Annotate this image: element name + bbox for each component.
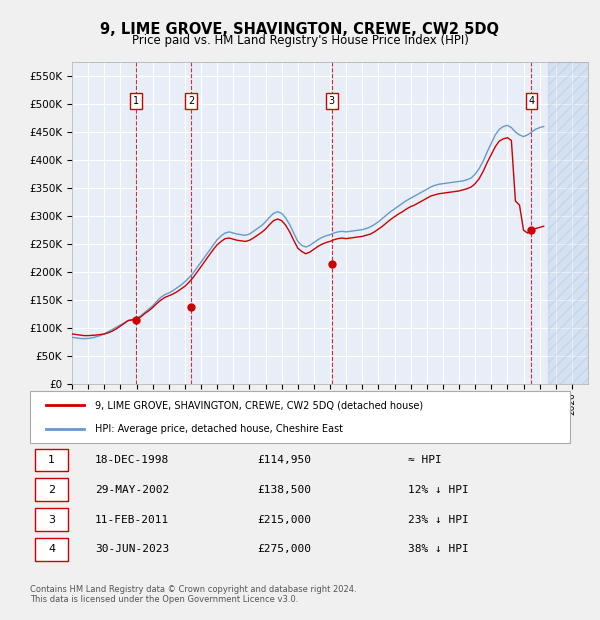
Text: 23% ↓ HPI: 23% ↓ HPI	[408, 515, 469, 525]
Text: 2: 2	[48, 485, 55, 495]
FancyBboxPatch shape	[35, 479, 68, 501]
Text: 9, LIME GROVE, SHAVINGTON, CREWE, CW2 5DQ: 9, LIME GROVE, SHAVINGTON, CREWE, CW2 5D…	[101, 22, 499, 37]
Text: 12% ↓ HPI: 12% ↓ HPI	[408, 485, 469, 495]
Text: HPI: Average price, detached house, Cheshire East: HPI: Average price, detached house, Ches…	[95, 423, 343, 433]
Text: 30-JUN-2023: 30-JUN-2023	[95, 544, 169, 554]
Text: 11-FEB-2011: 11-FEB-2011	[95, 515, 169, 525]
Text: 38% ↓ HPI: 38% ↓ HPI	[408, 544, 469, 554]
Text: 1: 1	[133, 95, 139, 105]
Text: ≈ HPI: ≈ HPI	[408, 455, 442, 465]
Text: £275,000: £275,000	[257, 544, 311, 554]
FancyBboxPatch shape	[35, 508, 68, 531]
Text: £215,000: £215,000	[257, 515, 311, 525]
FancyBboxPatch shape	[35, 538, 68, 560]
FancyBboxPatch shape	[30, 391, 570, 443]
Text: 1: 1	[48, 455, 55, 465]
Text: £138,500: £138,500	[257, 485, 311, 495]
Bar	[548, 62, 588, 384]
Text: Contains HM Land Registry data © Crown copyright and database right 2024.
This d: Contains HM Land Registry data © Crown c…	[30, 585, 356, 604]
Text: 2: 2	[188, 95, 194, 105]
Text: 18-DEC-1998: 18-DEC-1998	[95, 455, 169, 465]
Text: 3: 3	[329, 95, 335, 105]
FancyBboxPatch shape	[35, 449, 68, 471]
Text: 9, LIME GROVE, SHAVINGTON, CREWE, CW2 5DQ (detached house): 9, LIME GROVE, SHAVINGTON, CREWE, CW2 5D…	[95, 401, 423, 410]
Text: Price paid vs. HM Land Registry's House Price Index (HPI): Price paid vs. HM Land Registry's House …	[131, 34, 469, 47]
Text: 29-MAY-2002: 29-MAY-2002	[95, 485, 169, 495]
Text: 4: 4	[529, 95, 535, 105]
Text: 4: 4	[48, 544, 55, 554]
Text: 3: 3	[48, 515, 55, 525]
Text: £114,950: £114,950	[257, 455, 311, 465]
